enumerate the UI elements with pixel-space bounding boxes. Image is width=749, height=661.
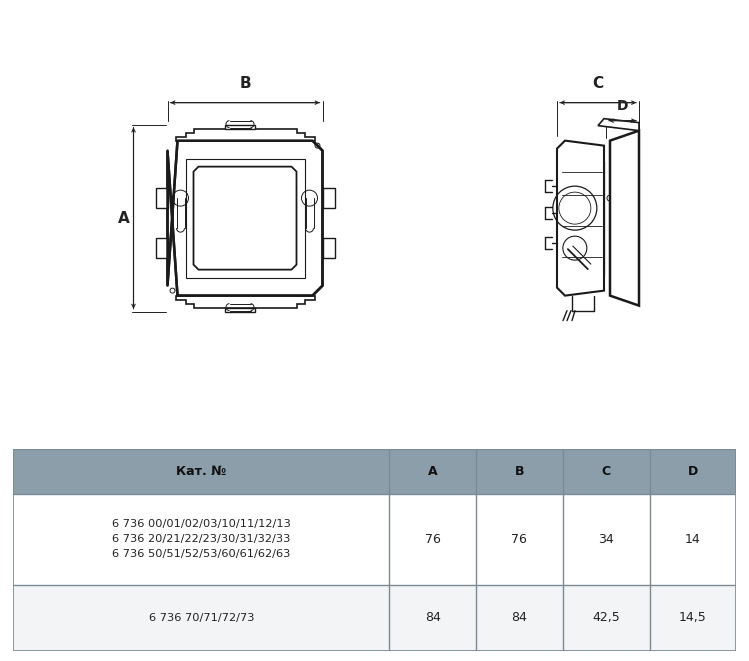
Text: 6 736 70/71/72/73: 6 736 70/71/72/73 (148, 613, 254, 623)
Polygon shape (193, 167, 297, 270)
Polygon shape (168, 141, 323, 295)
Text: B: B (515, 465, 524, 478)
Bar (186, 159, 305, 278)
Text: D: D (688, 465, 698, 478)
Text: B: B (239, 75, 251, 91)
Text: 84: 84 (425, 611, 440, 625)
Text: A: A (118, 211, 130, 225)
Text: 34: 34 (598, 533, 614, 546)
Polygon shape (610, 131, 639, 305)
Bar (13, 494, 736, 584)
Text: 76: 76 (425, 533, 440, 546)
Polygon shape (557, 141, 604, 295)
Polygon shape (323, 238, 335, 258)
Text: 84: 84 (512, 611, 527, 625)
Text: 76: 76 (512, 533, 527, 546)
Bar (13, 449, 736, 494)
Text: Кат. №: Кат. № (176, 465, 226, 478)
Bar (233, 251, 247, 256)
Polygon shape (156, 188, 168, 208)
Text: D: D (616, 98, 628, 112)
Polygon shape (175, 295, 315, 307)
Text: 14: 14 (685, 533, 701, 546)
Bar (13, 584, 736, 651)
Text: 6 736 00/01/02/03/10/11/12/13
6 736 20/21/22/23/30/31/32/33
6 736 50/51/52/53/60: 6 736 00/01/02/03/10/11/12/13 6 736 20/2… (112, 520, 291, 559)
Text: A: A (428, 465, 437, 478)
Polygon shape (225, 125, 255, 129)
Polygon shape (598, 118, 639, 131)
Polygon shape (323, 188, 335, 208)
Text: C: C (592, 75, 604, 91)
Polygon shape (175, 129, 315, 141)
Text: 42,5: 42,5 (592, 611, 620, 625)
Text: 14,5: 14,5 (679, 611, 707, 625)
Text: C: C (601, 465, 610, 478)
Polygon shape (225, 307, 255, 311)
Polygon shape (156, 238, 168, 258)
